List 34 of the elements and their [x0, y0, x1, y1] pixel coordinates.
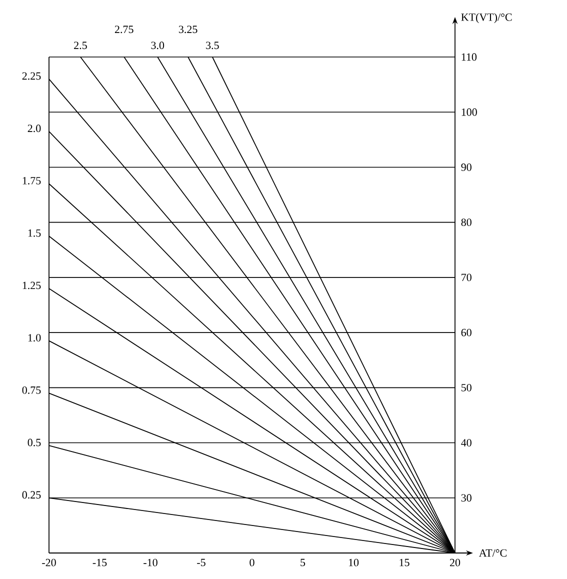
- y-tick-label: 110: [462, 53, 477, 61]
- x-tick-label: 15: [400, 558, 410, 566]
- x-tick-label: -15: [92, 558, 107, 566]
- y-tick-label: 30: [461, 494, 472, 502]
- x-tick-label: -10: [144, 558, 158, 566]
- y-tick-label: 60: [461, 328, 472, 336]
- x-tick-label: -20: [42, 558, 56, 566]
- x-tick-label: -5: [197, 558, 206, 566]
- series-label: 1.25: [22, 282, 41, 290]
- series-label: 3.5: [206, 42, 219, 50]
- y-tick-label: 80: [461, 218, 472, 226]
- y-tick-label: 70: [462, 274, 472, 282]
- x-tick-label: 5: [300, 558, 306, 566]
- series-label: 2.5: [74, 42, 87, 50]
- y-tick-label: 40: [461, 439, 472, 446]
- series-label: 0.25: [22, 491, 41, 499]
- series-label: 0.5: [28, 438, 41, 446]
- series-label: 0.75: [22, 386, 41, 394]
- series-label: 1.0: [28, 334, 41, 342]
- text: 3.25: [178, 26, 198, 34]
- x-axis-title: AT/°C: [478, 549, 507, 557]
- y-tick-label: 50: [462, 384, 472, 392]
- y-tick-label: 90: [461, 164, 472, 171]
- series-label: 2.25: [22, 72, 41, 80]
- y-axis-title: KT(VT)/°C: [461, 13, 512, 24]
- x-tick-label: 0: [250, 558, 254, 566]
- x-tick-label: 20: [450, 558, 460, 566]
- text: 2.75: [114, 26, 134, 34]
- series-label: 2.0: [28, 124, 41, 132]
- x-tick-label: 10: [348, 558, 359, 566]
- y-tick-label: 100: [462, 108, 477, 116]
- series-label: 1.75: [22, 177, 41, 184]
- series-label: 3.0: [151, 42, 164, 50]
- series-label: 1.5: [28, 229, 41, 237]
